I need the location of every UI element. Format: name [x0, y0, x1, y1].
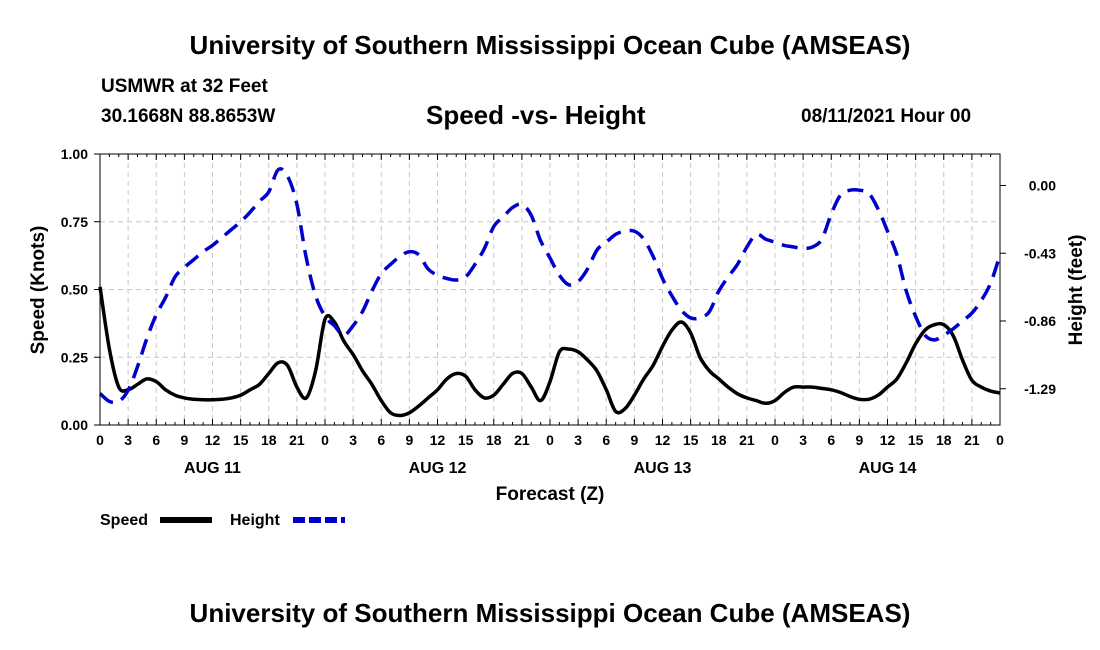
legend-label-height: Height	[230, 512, 280, 529]
chart-title: University of Southern Mississippi Ocean…	[189, 30, 911, 60]
y-tick-label: 0.75	[61, 214, 88, 230]
y2-tick-label: -1.29	[1024, 381, 1056, 397]
y-tick-label: 0.50	[61, 282, 88, 298]
x-tick-label: 15	[683, 432, 699, 448]
x-tick-label: 0	[996, 432, 1004, 448]
station-coordinates: 30.1668N 88.8653W	[101, 106, 276, 127]
y2-tick-label: 0.00	[1029, 178, 1056, 194]
y-axis-left: 1.00 0.75 0.50 0.25 0.00	[61, 146, 100, 433]
x-tick-label: 6	[602, 432, 610, 448]
y2-tick-label: -0.43	[1024, 245, 1056, 261]
x-tick-label: 0	[771, 432, 779, 448]
x-tick-label: 0	[96, 432, 104, 448]
y2-tick-label: -0.86	[1024, 313, 1056, 329]
forecast-datetime: 08/11/2021 Hour 00	[801, 106, 972, 127]
x-tick-label: 18	[261, 432, 277, 448]
x-tick-label: 21	[289, 432, 305, 448]
x-tick-label: 21	[514, 432, 530, 448]
x-tick-label: 9	[630, 432, 638, 448]
station-name: USMWR at 32 Feet	[101, 76, 268, 97]
x-tick-label: 18	[936, 432, 952, 448]
x-tick-label: 9	[855, 432, 863, 448]
x-tick-label: 3	[124, 432, 132, 448]
legend: Speed Height	[100, 512, 345, 529]
x-date-label: AUG 13	[634, 460, 692, 477]
y-tick-label: 0.25	[61, 349, 88, 365]
x-tick-label: 9	[180, 432, 188, 448]
x-tick-label: 0	[546, 432, 554, 448]
x-tick-label: 12	[655, 432, 671, 448]
series-layer	[98, 167, 1002, 418]
x-date-label: AUG 14	[859, 460, 917, 477]
x-tick-label: 18	[711, 432, 727, 448]
x-tick-label: 3	[349, 432, 357, 448]
x-tick-label: 15	[908, 432, 924, 448]
x-tick-label: 21	[739, 432, 755, 448]
x-tick-label: 15	[233, 432, 249, 448]
chart-subtitle: Speed -vs- Height	[426, 100, 646, 130]
y-axis-right: 0.00 -0.43 -0.86 -1.29	[1000, 178, 1056, 397]
x-date-label: AUG 12	[409, 460, 467, 477]
x-tick-label: 3	[799, 432, 807, 448]
x-date-label: AUG 11	[184, 460, 241, 477]
x-tick-label: 12	[430, 432, 446, 448]
x-tick-label: 12	[880, 432, 896, 448]
series-line-speed	[98, 286, 1001, 418]
y-tick-label: 1.00	[61, 146, 88, 162]
x-tick-label: 3	[574, 432, 582, 448]
x-axis-label: Forecast (Z)	[496, 484, 605, 505]
x-tick-label: 6	[827, 432, 835, 448]
y2-axis-label: Height (feet)	[1066, 235, 1087, 346]
x-tick-label: 6	[152, 432, 160, 448]
footer-title: University of Southern Mississippi Ocean…	[189, 598, 911, 628]
y-tick-label: 0.00	[61, 417, 88, 433]
x-tick-label: 0	[321, 432, 329, 448]
x-axis: 0 3 6 9 12 15 18 21 0 3 6 9 12 15 18 21 0 3 6 9 12 15 18 21 0 3 6 9…	[96, 154, 1004, 477]
x-tick-label: 21	[964, 432, 980, 448]
x-tick-label: 15	[458, 432, 474, 448]
y-axis-label: Speed (Knots)	[28, 226, 49, 355]
legend-label-speed: Speed	[100, 512, 148, 529]
x-tick-label: 18	[486, 432, 502, 448]
x-tick-label: 12	[205, 432, 221, 448]
x-tick-label: 6	[377, 432, 385, 448]
series-line-height	[98, 167, 1002, 405]
x-tick-label: 9	[405, 432, 413, 448]
